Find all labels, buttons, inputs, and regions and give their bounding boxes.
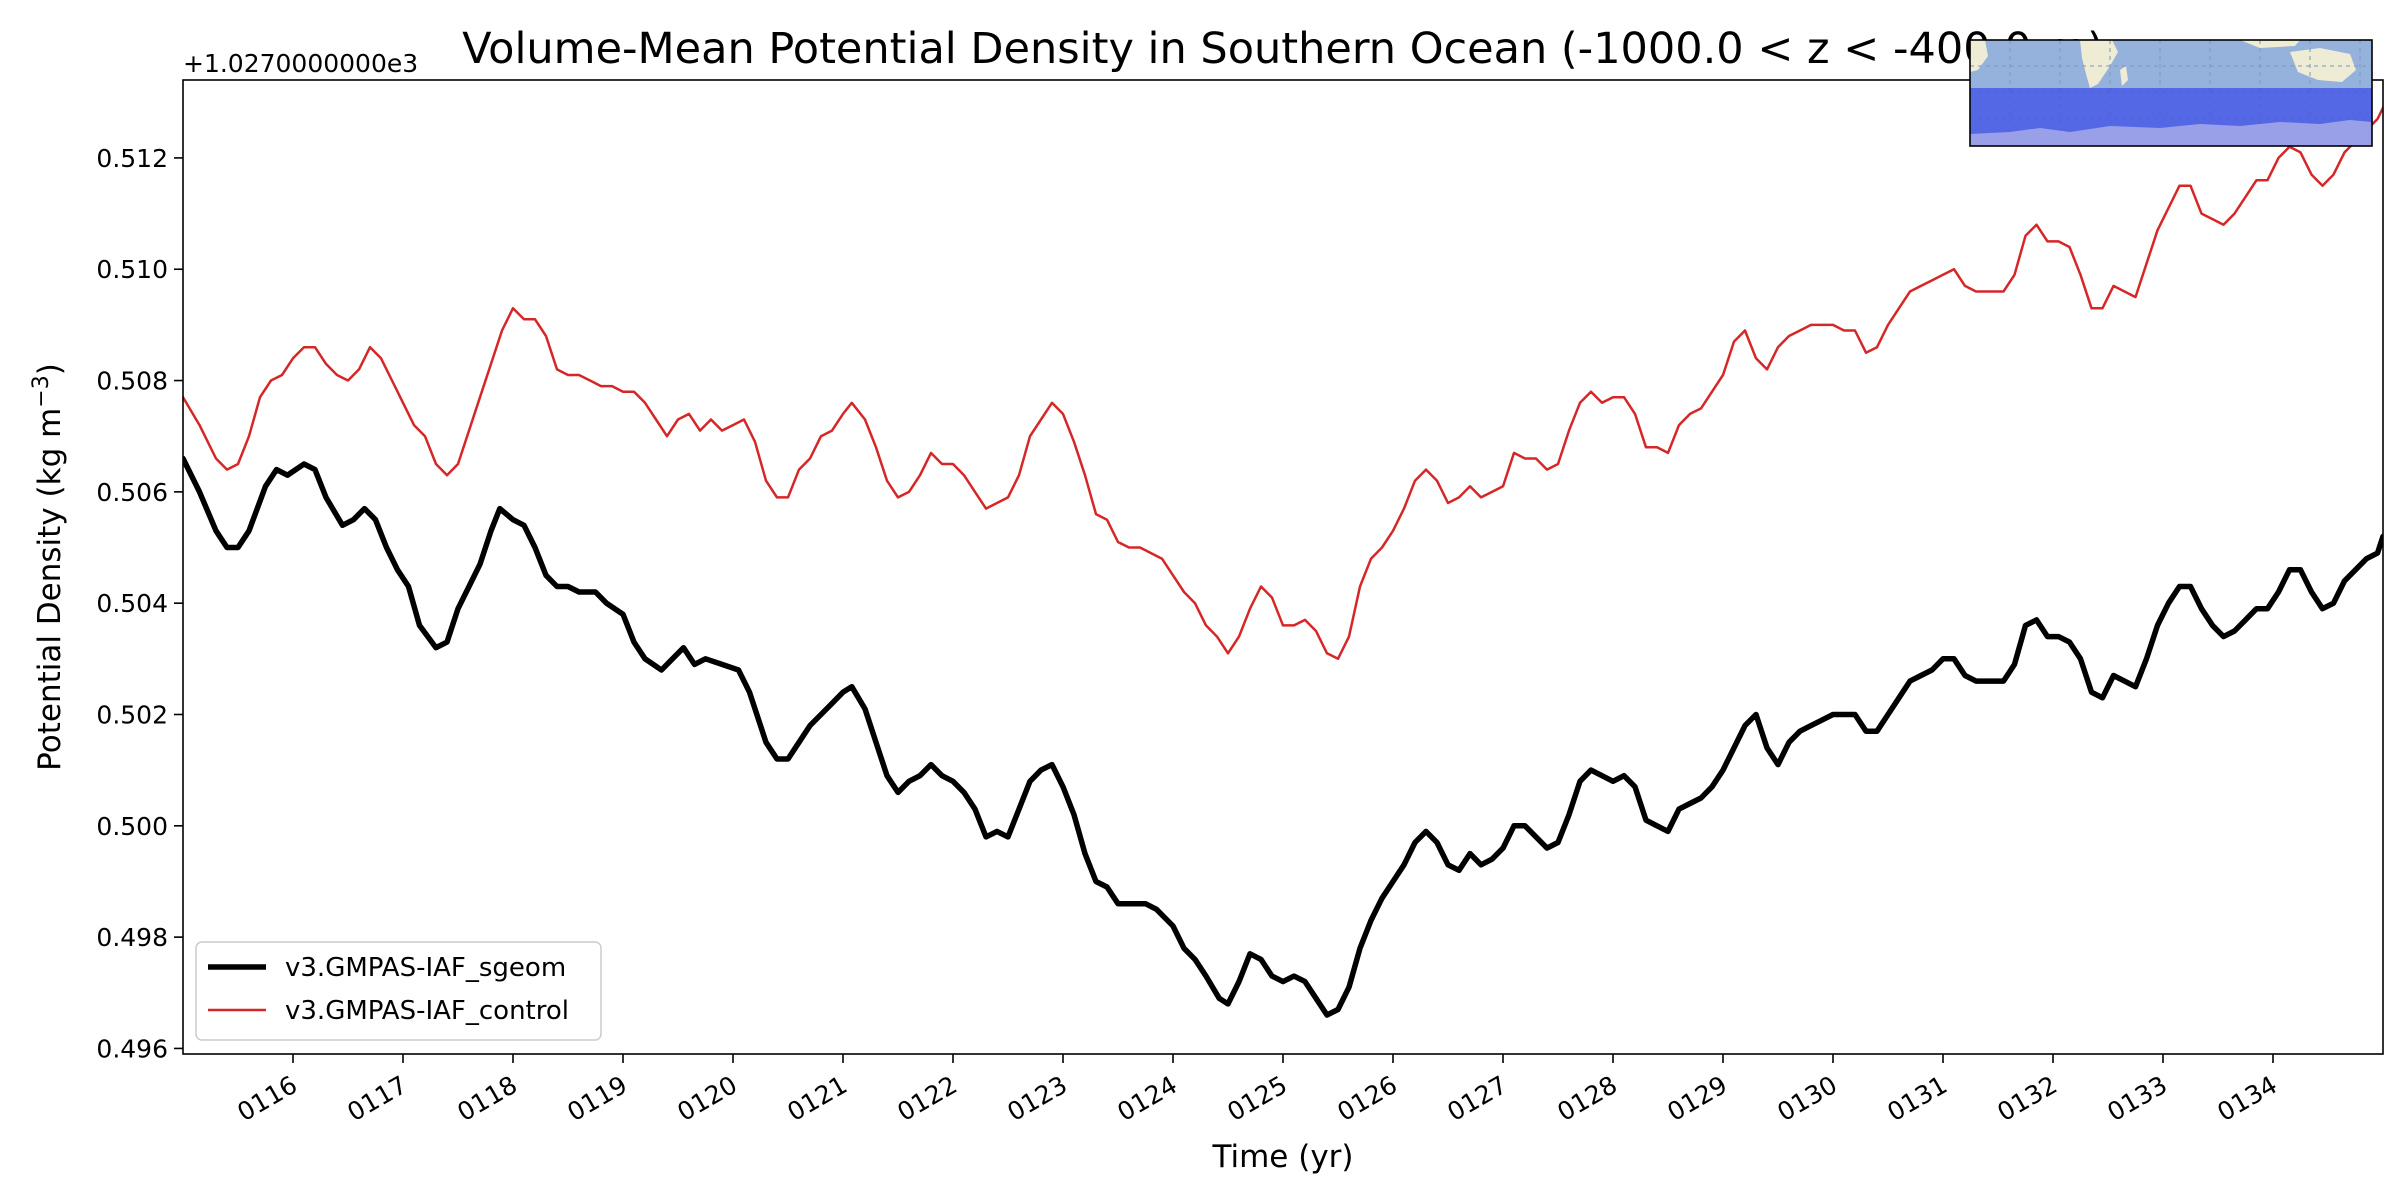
y-tick-label: 0.510 bbox=[96, 255, 168, 284]
y-tick-label: 0.500 bbox=[96, 812, 168, 841]
y-tick-label: 0.502 bbox=[96, 700, 168, 729]
series-line-sgeom bbox=[183, 455, 2383, 1018]
y-tick-label: 0.506 bbox=[96, 478, 168, 507]
series-layer bbox=[183, 106, 2383, 1018]
chart-title: Volume-Mean Potential Density in Souther… bbox=[462, 24, 2104, 74]
y-tick-label: 0.512 bbox=[96, 144, 168, 173]
map-land-asia bbox=[2240, 40, 2300, 48]
x-axis-label: Time (yr) bbox=[1212, 1139, 1354, 1175]
y-axis-label-exponent: −3 bbox=[29, 375, 54, 407]
inset-map bbox=[1969, 39, 2373, 147]
y-tick-label: 0.504 bbox=[96, 589, 168, 618]
legend-label-sgeom: v3.GMPAS-IAF_sgeom bbox=[285, 953, 566, 983]
series-line-control bbox=[183, 106, 2383, 661]
map-land-madagascar bbox=[2120, 66, 2128, 86]
y-axis-label-close: ) bbox=[32, 363, 68, 375]
y-tick-label: 0.508 bbox=[96, 367, 168, 396]
legend: v3.GMPAS-IAF_sgeom v3.GMPAS-IAF_control bbox=[195, 941, 602, 1041]
map-frame bbox=[1969, 39, 2373, 147]
y-axis-label: Potential Density (kg m−3) bbox=[29, 363, 68, 771]
y-axis-label-main: Potential Density (kg m bbox=[32, 408, 68, 771]
plot-area-background bbox=[183, 80, 2383, 1054]
y-tick-label: 0.496 bbox=[96, 1034, 168, 1063]
legend-box bbox=[195, 941, 602, 1041]
map-land-australia bbox=[2290, 48, 2356, 82]
map-land-africa bbox=[2080, 40, 2118, 88]
offset-text: +1.0270000000e3 bbox=[183, 49, 418, 78]
map-land-samerica bbox=[1970, 40, 1988, 72]
legend-label-control: v3.GMPAS-IAF_control bbox=[285, 996, 569, 1026]
y-axis: 0.496 0.498 0.500 0.502 0.504 0.506 0.508 0.510… bbox=[96, 144, 183, 1063]
y-tick-label: 0.498 bbox=[96, 923, 168, 952]
map-land-antarctica bbox=[1970, 120, 2372, 146]
